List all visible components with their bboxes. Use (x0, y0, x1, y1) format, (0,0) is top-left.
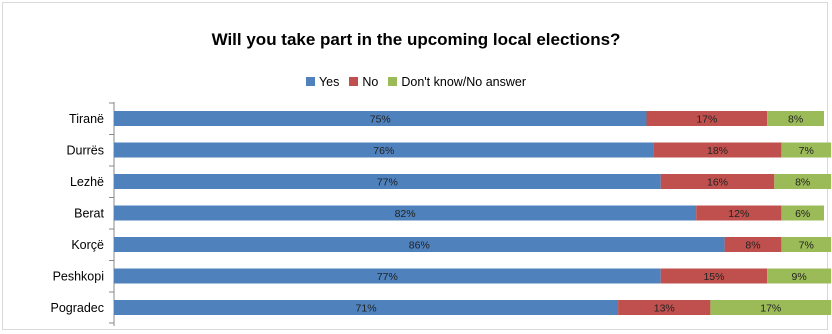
data-label: 18% (707, 145, 728, 157)
data-label: 13% (654, 303, 675, 315)
legend-label: No (362, 75, 379, 89)
bar-segment (660, 268, 768, 284)
bar-segment (114, 300, 619, 315)
data-label: 86% (409, 240, 430, 252)
bar-segment (767, 111, 824, 126)
data-label: 82% (395, 208, 416, 220)
legend-item-1: No (349, 75, 378, 89)
data-label: 17% (696, 114, 717, 126)
bar-segment (724, 237, 782, 252)
data-label: 77% (377, 271, 398, 283)
data-label: 7% (799, 145, 814, 157)
bar-segment (114, 142, 654, 158)
bar-segment (646, 111, 768, 126)
data-label: 12% (728, 208, 749, 220)
category-label: Korçë (71, 238, 104, 252)
bar-segment (767, 268, 832, 284)
bar-segment (710, 300, 832, 315)
data-label: 8% (795, 177, 810, 189)
category-label: Berat (74, 207, 104, 221)
legend-label: Don't know/No answer (401, 75, 527, 89)
bar-segment (653, 142, 782, 158)
legend-label: Yes (318, 75, 340, 89)
legend-swatch (349, 77, 359, 86)
data-label: 76% (373, 145, 394, 157)
bar-segment (114, 205, 697, 221)
data-label: 77% (377, 177, 398, 189)
data-label: 9% (792, 271, 807, 283)
legend: Yes No Don't know/No answer (0, 75, 832, 89)
bar-segment (114, 174, 661, 189)
data-label: 8% (745, 240, 760, 252)
bar-segment (781, 237, 832, 252)
category-label: Lezhë (70, 175, 104, 189)
bar-segment (774, 174, 832, 189)
category-label: Tiranë (69, 112, 104, 126)
data-label: 15% (703, 271, 724, 283)
data-label: 16% (707, 177, 728, 189)
chart-title: Will you take part in the upcoming local… (211, 30, 621, 49)
bar-segment (114, 268, 661, 284)
bar-segment (781, 142, 832, 158)
bar-segment (114, 111, 647, 126)
data-label: 8% (788, 114, 803, 126)
category-label: Durrës (66, 144, 104, 158)
data-label: 7% (799, 240, 814, 252)
data-label: 6% (795, 208, 810, 220)
legend-swatch (388, 77, 398, 86)
legend-swatch (305, 77, 315, 86)
bar-segment (618, 300, 711, 315)
bar-segment (696, 205, 782, 221)
bar-segment (660, 174, 775, 189)
category-label: Pogradec (50, 301, 104, 315)
bar-segment (781, 205, 824, 221)
bar-segment (114, 237, 725, 252)
data-label: 75% (370, 114, 391, 126)
legend-item-2: Don't know/No answer (388, 75, 526, 89)
legend-item-0: Yes (305, 75, 340, 89)
data-label: 71% (356, 303, 377, 315)
category-label: Peshkopi (53, 270, 104, 284)
data-label: 17% (760, 303, 781, 315)
